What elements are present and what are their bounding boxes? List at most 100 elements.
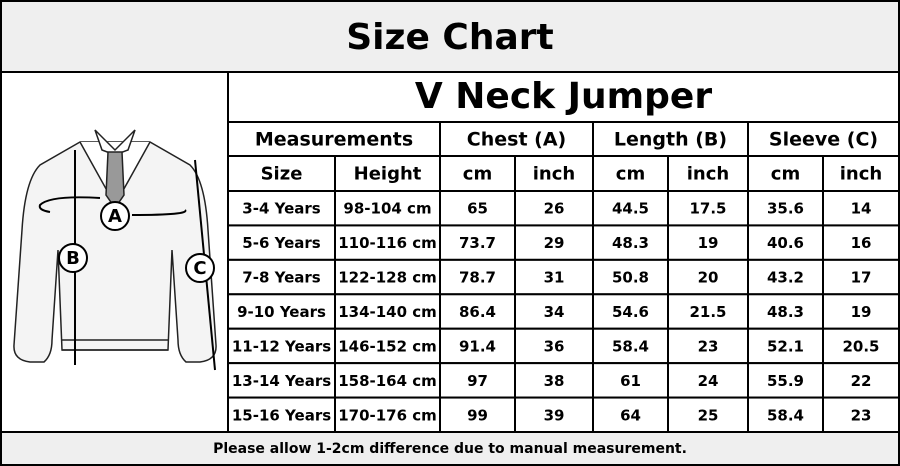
table-cell: 17 — [851, 269, 872, 287]
table-cell-cell — [514, 258, 594, 296]
table-cell: 39 — [544, 406, 565, 424]
table-cell: 24 — [698, 372, 719, 390]
table-cell: 48.3 — [612, 234, 649, 252]
table-cell: 19 — [851, 303, 872, 321]
table-cell: 7-8 Years — [242, 269, 320, 287]
table-cell-cell — [822, 362, 900, 399]
title: Size Chart — [346, 17, 553, 58]
table-cell: 26 — [544, 200, 565, 218]
table-cell-cell — [592, 258, 669, 296]
table-cell-cell — [227, 293, 336, 330]
table-cell-cell — [334, 396, 441, 434]
group-header: Chest (A) — [467, 129, 566, 151]
label-circle — [185, 253, 215, 283]
table-cell: 25 — [698, 406, 719, 424]
label-letter: C — [193, 258, 206, 279]
table-cell: 38 — [544, 372, 565, 390]
column-header-cell — [822, 155, 900, 192]
table-cell: 20 — [698, 269, 719, 287]
table-cell-cell — [747, 190, 824, 227]
table-cell: 40.6 — [767, 234, 804, 252]
table-cell-cell — [439, 258, 516, 296]
table-cell: 97 — [467, 372, 488, 390]
table-cell: 52.1 — [767, 337, 804, 355]
group-header: Length (B) — [614, 129, 727, 151]
table-cell-cell — [747, 327, 824, 365]
table-cell-cell — [592, 362, 669, 399]
column-header-cell — [747, 155, 824, 192]
table-cell-cell — [667, 327, 749, 365]
table-cell-cell — [822, 224, 900, 261]
table-cell: 122-128 cm — [338, 269, 437, 287]
title-band — [0, 0, 900, 73]
table-cell: 170-176 cm — [338, 406, 437, 424]
table-cell-cell — [439, 327, 516, 365]
table-cell: 11-12 Years — [232, 337, 331, 355]
table-cell: 23 — [851, 406, 872, 424]
product-name: V Neck Jumper — [415, 76, 712, 117]
table-cell-cell — [667, 224, 749, 261]
column-header: cm — [463, 164, 492, 185]
table-cell: 73.7 — [459, 234, 496, 252]
table-cell: 31 — [544, 269, 565, 287]
column-header-cell — [667, 155, 749, 192]
column-header: Height — [354, 164, 422, 185]
table-cell-cell — [514, 396, 594, 434]
table-cell: 13-14 Years — [232, 372, 331, 390]
table-cell: 58.4 — [767, 406, 804, 424]
table-cell: 29 — [544, 234, 565, 252]
footer: Please allow 1-2cm difference due to man… — [213, 441, 687, 457]
group-header: Sleeve (C) — [769, 129, 878, 151]
table-cell-cell — [822, 293, 900, 330]
table-cell-cell — [667, 293, 749, 330]
column-header: inch — [840, 164, 882, 185]
table-cell: 44.5 — [612, 200, 649, 218]
table-cell: 55.9 — [767, 372, 804, 390]
table-cell: 110-116 cm — [338, 234, 437, 252]
table-cell-cell — [514, 327, 594, 365]
table-cell: 20.5 — [842, 337, 879, 355]
table-cell-cell — [514, 190, 594, 227]
label-circle — [100, 201, 130, 231]
table-cell: 3-4 Years — [242, 200, 320, 218]
group-header: Measurements — [255, 129, 413, 151]
table-cell: 158-164 cm — [338, 372, 437, 390]
column-header: inch — [687, 164, 729, 185]
label-letter: A — [108, 206, 122, 227]
table-cell: 17.5 — [689, 200, 726, 218]
table-cell: 98-104 cm — [343, 200, 431, 218]
group-header-cell — [227, 121, 441, 157]
column-header-cell — [439, 155, 516, 192]
table-cell-cell — [822, 396, 900, 434]
table-cell: 19 — [698, 234, 719, 252]
table-cell-cell — [439, 362, 516, 399]
table-cell: 134-140 cm — [338, 303, 437, 321]
table-cell: 34 — [544, 303, 565, 321]
table-cell-cell — [822, 258, 900, 296]
table-cell: 15-16 Years — [232, 406, 331, 424]
table-cell: 23 — [698, 337, 719, 355]
table-cell: 16 — [851, 234, 872, 252]
column-header: cm — [771, 164, 800, 185]
measure-labels: A B C — [58, 201, 215, 283]
product-name-cell — [227, 71, 900, 123]
table-cell: 61 — [620, 372, 641, 390]
table-cell-cell — [592, 293, 669, 330]
label-circle — [58, 243, 88, 273]
table-cell-cell — [822, 327, 900, 365]
table-cell-cell — [514, 293, 594, 330]
column-header: Size — [261, 164, 303, 185]
table-cell-cell — [822, 190, 900, 227]
table-cell: 14 — [851, 200, 872, 218]
table-cell-cell — [439, 293, 516, 330]
table-cell: 9-10 Years — [237, 303, 326, 321]
table-cell: 48.3 — [767, 303, 804, 321]
table-cell: 21.5 — [689, 303, 726, 321]
table-cell: 36 — [544, 337, 565, 355]
column-header: cm — [616, 164, 645, 185]
table-cell: 35.6 — [767, 200, 804, 218]
table-cell-cell — [227, 190, 336, 227]
table-cell: 22 — [851, 372, 872, 390]
column-header-cell — [514, 155, 594, 192]
